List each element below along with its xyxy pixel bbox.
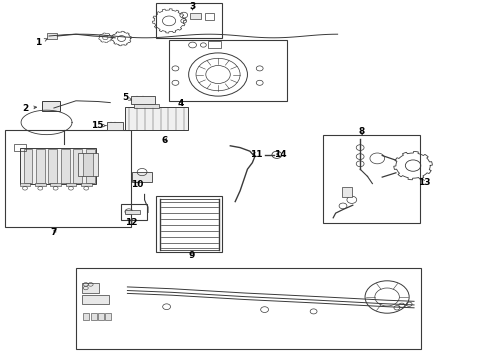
Bar bbox=[74, 149, 82, 183]
Bar bbox=[76, 268, 421, 349]
Bar bbox=[20, 183, 30, 186]
Bar bbox=[86, 149, 95, 183]
Text: 15: 15 bbox=[91, 121, 106, 130]
Bar bbox=[156, 3, 222, 38]
Bar bbox=[47, 33, 57, 39]
Text: 11: 11 bbox=[250, 150, 263, 158]
Bar bbox=[82, 295, 109, 304]
Bar bbox=[125, 210, 140, 214]
Bar bbox=[83, 313, 89, 320]
Bar bbox=[78, 153, 98, 176]
Bar bbox=[169, 40, 287, 101]
Bar bbox=[190, 13, 201, 19]
Bar bbox=[5, 130, 131, 227]
Text: 13: 13 bbox=[418, 178, 431, 187]
Text: 4: 4 bbox=[177, 99, 184, 108]
Text: 2: 2 bbox=[23, 104, 37, 112]
Bar bbox=[24, 149, 32, 183]
Bar bbox=[66, 183, 76, 186]
Bar bbox=[81, 183, 92, 186]
Bar bbox=[14, 144, 26, 151]
Bar bbox=[208, 41, 220, 48]
Bar bbox=[36, 149, 45, 183]
Bar bbox=[125, 107, 188, 130]
Bar bbox=[342, 187, 352, 197]
Bar bbox=[323, 135, 420, 223]
Bar bbox=[49, 149, 57, 183]
Bar bbox=[50, 183, 61, 186]
Text: 6: 6 bbox=[161, 136, 167, 145]
Text: 1: 1 bbox=[35, 38, 47, 47]
Text: 5: 5 bbox=[122, 93, 131, 102]
Text: 8: 8 bbox=[359, 126, 365, 135]
Text: 10: 10 bbox=[131, 180, 144, 189]
Bar bbox=[91, 313, 97, 320]
Text: 14: 14 bbox=[274, 150, 287, 158]
Bar bbox=[107, 122, 122, 130]
Text: 9: 9 bbox=[189, 251, 196, 260]
Text: 12: 12 bbox=[124, 217, 137, 227]
Bar bbox=[20, 148, 96, 184]
Bar bbox=[98, 313, 104, 320]
Bar bbox=[121, 204, 147, 220]
Bar bbox=[35, 183, 46, 186]
Bar bbox=[132, 172, 152, 182]
Text: 3: 3 bbox=[190, 1, 196, 10]
Bar bbox=[131, 96, 155, 104]
Bar bbox=[82, 283, 99, 293]
Text: 7: 7 bbox=[50, 229, 57, 238]
Bar bbox=[134, 104, 159, 108]
Bar bbox=[42, 101, 60, 111]
Bar bbox=[105, 313, 111, 320]
Bar bbox=[156, 196, 222, 252]
Bar bbox=[205, 13, 214, 20]
Bar bbox=[61, 149, 70, 183]
Bar bbox=[83, 153, 93, 176]
